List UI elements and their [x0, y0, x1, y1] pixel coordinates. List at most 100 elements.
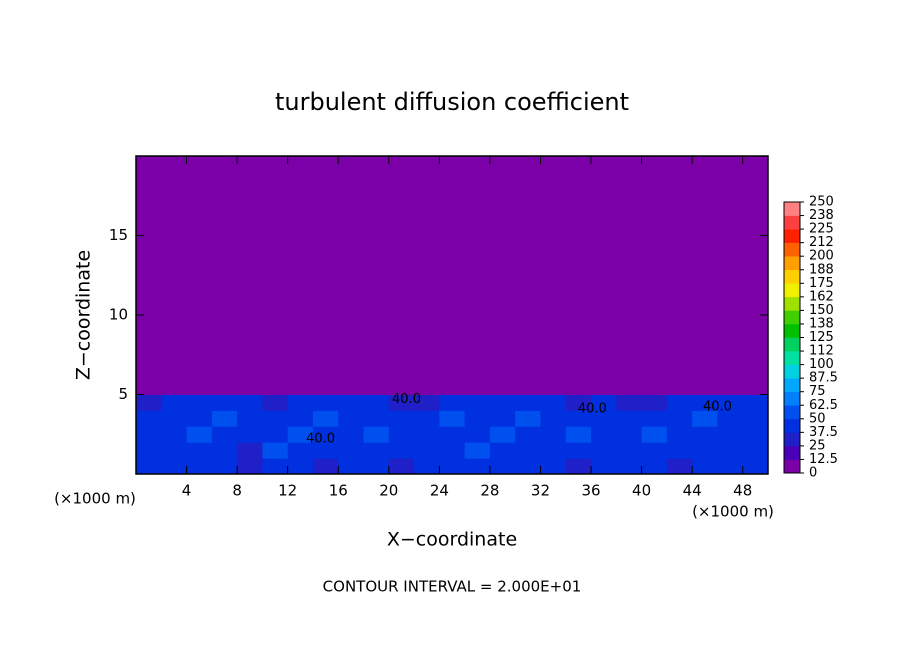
y-tick-label: 15 — [109, 226, 128, 244]
field-cell — [692, 410, 718, 427]
field-cell — [616, 156, 643, 380]
field-cell — [237, 426, 263, 443]
field-cell — [591, 156, 617, 380]
field-cell — [717, 410, 744, 427]
field-cell — [742, 458, 769, 475]
field-cell — [186, 458, 213, 475]
field-cell — [363, 394, 390, 411]
field-cell — [287, 156, 314, 380]
field-cell — [363, 156, 390, 380]
field-cell — [414, 156, 440, 380]
field-cell — [742, 378, 769, 395]
x-tick-label: 16 — [329, 482, 348, 500]
field-cell — [666, 378, 693, 395]
field-cell — [211, 394, 238, 411]
field-cell — [338, 458, 365, 475]
field-cell — [515, 426, 541, 443]
field-cell — [464, 394, 491, 411]
field-cell — [641, 458, 668, 475]
field-cell — [287, 378, 314, 395]
field-cell — [161, 410, 188, 427]
field-cell — [616, 394, 643, 411]
colorbar-swatch — [784, 405, 800, 420]
colorbar-tick-label: 50 — [809, 411, 826, 426]
field-cell — [161, 156, 188, 380]
field-cell — [464, 458, 491, 475]
field-cell — [489, 394, 516, 411]
field-cell — [692, 394, 718, 411]
colorbar-swatch — [784, 242, 800, 257]
field-cell — [666, 458, 693, 475]
field-cell — [312, 378, 339, 395]
y-axis-label: Z−coordinate — [73, 250, 95, 380]
field-cell — [717, 426, 744, 443]
field-cell — [136, 426, 162, 443]
field-cell — [742, 410, 769, 427]
field-cell — [540, 458, 567, 475]
field-cell — [666, 410, 693, 427]
field-cell — [692, 426, 718, 443]
field-cell — [565, 378, 592, 395]
field-cell — [287, 410, 314, 427]
colorbar-swatch — [784, 364, 800, 379]
field-cell — [312, 410, 339, 427]
field-cell — [363, 442, 390, 459]
field-cell — [388, 426, 415, 443]
field-cell — [692, 378, 718, 395]
field-cell — [692, 442, 718, 459]
colorbar-tick-label: 125 — [809, 330, 834, 345]
field-cell — [439, 410, 466, 427]
field-cell — [414, 410, 440, 427]
field-cell — [136, 156, 162, 380]
field-cell — [136, 442, 162, 459]
field-cell — [641, 442, 668, 459]
colorbar-swatch — [784, 391, 800, 406]
colorbar-tick-label: 162 — [809, 289, 834, 304]
field-cell — [136, 410, 162, 427]
field-cell — [186, 426, 213, 443]
field-cell — [388, 442, 415, 459]
field-cell — [161, 378, 188, 395]
colorbar-tick-label: 87.5 — [809, 371, 838, 386]
field-cell — [565, 426, 592, 443]
x-tick-label: 48 — [733, 482, 752, 500]
field-cell — [489, 458, 516, 475]
field-cell — [616, 378, 643, 395]
field-cell — [414, 426, 440, 443]
colorbar-swatch — [784, 283, 800, 298]
x-tick-label: 32 — [531, 482, 550, 500]
colorbar-tick-label: 188 — [809, 262, 834, 277]
field-cell — [489, 378, 516, 395]
field-cell — [742, 394, 769, 411]
field-cell — [338, 410, 365, 427]
colorbar-swatch — [784, 418, 800, 433]
field-cell — [186, 410, 213, 427]
field-cell — [565, 156, 592, 380]
field-cell — [515, 410, 541, 427]
field-cell — [211, 410, 238, 427]
field-cell — [211, 156, 238, 380]
field-cell — [262, 426, 289, 443]
field-cell — [338, 442, 365, 459]
field-cell — [262, 410, 289, 427]
colorbar-swatch — [784, 323, 800, 338]
field-cell — [489, 410, 516, 427]
colorbar-swatch — [784, 432, 800, 447]
field-cell — [565, 394, 592, 411]
field-cell — [414, 458, 440, 475]
field-cell — [237, 394, 263, 411]
field-cell — [515, 458, 541, 475]
field-cell — [338, 426, 365, 443]
field-cell — [641, 426, 668, 443]
field-cell — [363, 458, 390, 475]
field-cell — [591, 458, 617, 475]
field-cell — [237, 458, 263, 475]
field-cell — [464, 442, 491, 459]
field-cell — [262, 378, 289, 395]
footer-note: CONTOUR INTERVAL = 2.000E+01 — [323, 578, 582, 596]
field-cell — [338, 378, 365, 395]
colorbar-tick-label: 175 — [809, 276, 834, 291]
colorbar-tick-label: 100 — [809, 357, 834, 372]
field-cell — [489, 442, 516, 459]
field-cell — [540, 410, 567, 427]
